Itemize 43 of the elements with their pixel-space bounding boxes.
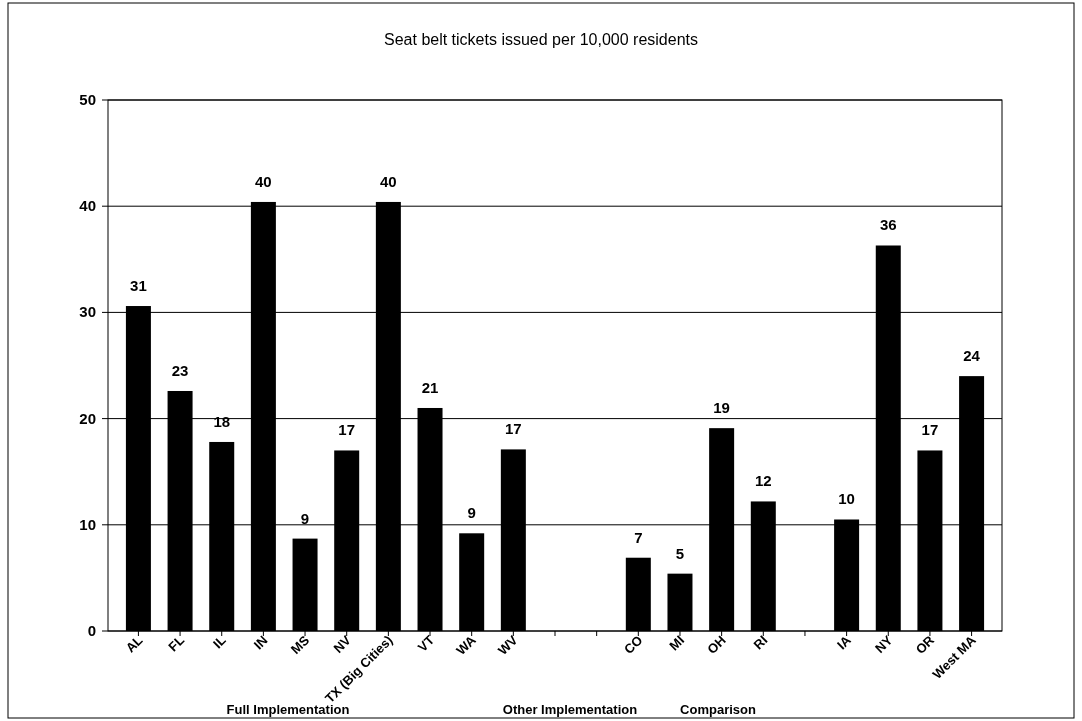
data-label: 17 [505, 420, 522, 438]
data-label: 12 [754, 472, 772, 490]
y-tick-label: 30 [79, 303, 96, 321]
x-tick-label: RI [750, 632, 771, 653]
data-label: 21 [421, 378, 439, 396]
x-tick-label: OH [704, 632, 729, 657]
y-tick-label: 0 [87, 622, 96, 639]
data-label: 31 [130, 277, 147, 295]
x-tick-label: IN [250, 632, 271, 653]
x-tick-label: VT [414, 632, 438, 655]
y-tick-label: 20 [79, 409, 96, 427]
text: Full Implementation [226, 702, 350, 717]
data-label: 23 [171, 361, 189, 379]
data-label: 36 [879, 216, 897, 234]
x-tick-label: NY [872, 632, 896, 656]
y-tick-label: 50 [79, 91, 96, 108]
data-label: 24 [963, 347, 981, 365]
x-tick-label: AL [122, 632, 146, 656]
x-tick-label: CO [621, 632, 646, 657]
data-label: 5 [675, 544, 685, 562]
data-label: 17 [338, 421, 356, 439]
x-tick-label: IL [210, 632, 229, 652]
data-label: 40 [255, 172, 272, 190]
text: Other Implementation [502, 702, 638, 717]
x-tick-label: WV [495, 632, 521, 658]
y-tick-label: 40 [79, 197, 96, 215]
data-label: 9 [467, 504, 476, 522]
data-label: 17 [921, 421, 939, 439]
text: Comparison [680, 702, 756, 717]
x-tick-label: WA [453, 632, 480, 658]
x-tick-label: FL [165, 632, 188, 655]
data-label: 19 [713, 399, 730, 417]
data-label: 10 [838, 490, 855, 508]
data-label: 9 [300, 509, 310, 527]
x-tick-label: OR [912, 632, 938, 657]
x-tick-label: NV [330, 632, 355, 656]
data-label: 7 [634, 528, 643, 546]
x-tick-label: MS [287, 632, 313, 657]
chart-title: Seat belt tickets issued per 10,000 residents [384, 31, 698, 48]
data-label: 40 [380, 172, 397, 190]
x-tick-label: IA [833, 632, 855, 653]
x-tick-label: MI [666, 632, 688, 654]
y-tick-label: 10 [79, 515, 96, 533]
